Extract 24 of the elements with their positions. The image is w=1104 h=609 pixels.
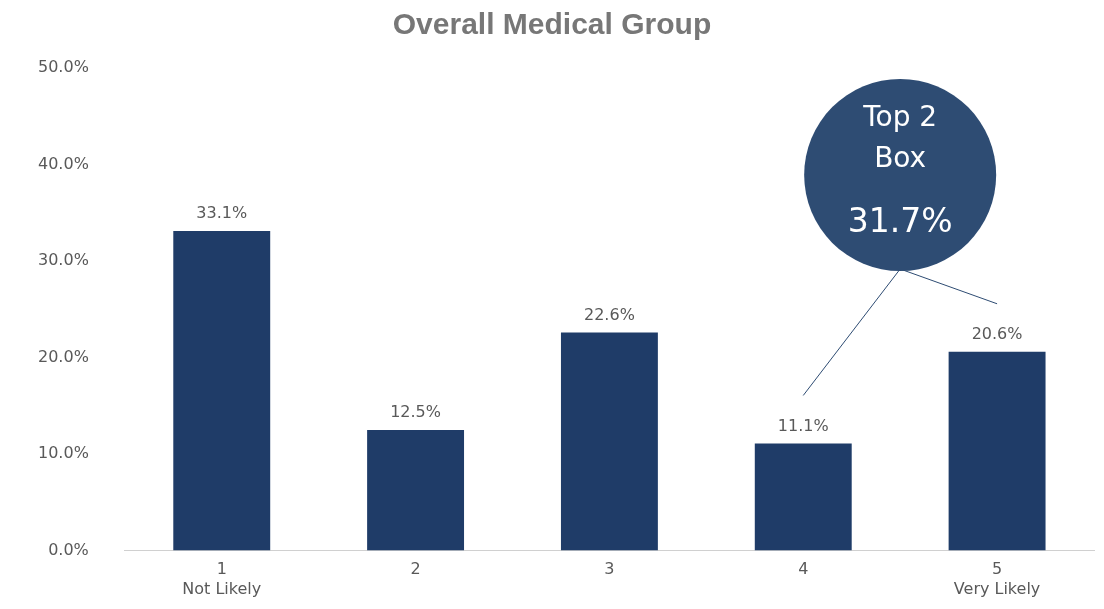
annotation: 31.7% [846, 200, 954, 242]
x-tick-label: 3 [604, 559, 615, 579]
annotation: Top 2 Box [862, 99, 939, 176]
y-tick-label: 0.0% [48, 539, 89, 559]
y-tick-label: 20.0% [38, 346, 89, 366]
x-tick-label: 1 Not Likely [182, 559, 262, 598]
y-tick-label: 50.0% [38, 57, 89, 77]
y-tick-label: 10.0% [38, 443, 89, 463]
y-tick-label: 30.0% [38, 250, 89, 270]
x-tick-label: 4 [798, 559, 809, 579]
data-label: 11.1% [777, 415, 829, 435]
bar [560, 332, 658, 551]
data-label: 33.1% [196, 203, 248, 223]
chart-title: Overall Medical Group [392, 7, 712, 41]
y-tick-label: 40.0% [38, 153, 89, 173]
data-label: 22.6% [584, 304, 635, 324]
data-label: 12.5% [390, 402, 441, 422]
bar [754, 443, 852, 551]
data-label: 20.6% [971, 323, 1023, 343]
bar [948, 351, 1046, 551]
bar [173, 231, 271, 551]
x-tick-label: 5 Very Likely [953, 559, 1041, 598]
bar [367, 429, 465, 551]
x-tick-label: 2 [410, 559, 421, 579]
